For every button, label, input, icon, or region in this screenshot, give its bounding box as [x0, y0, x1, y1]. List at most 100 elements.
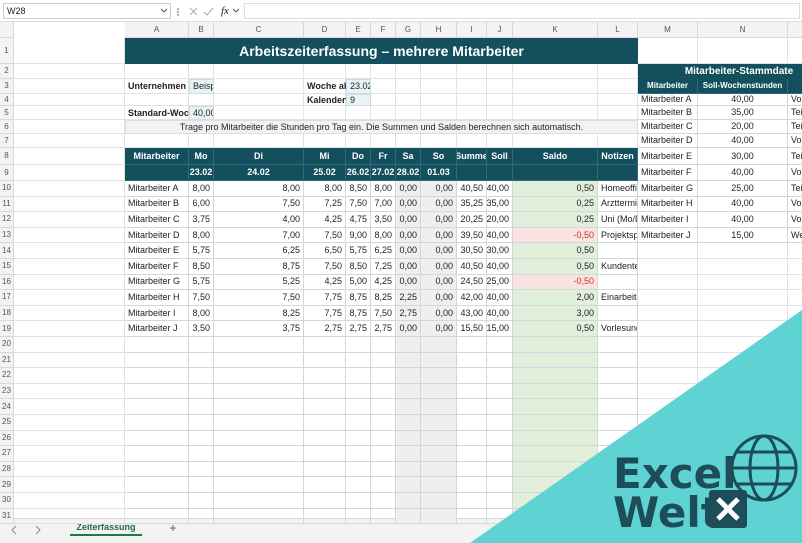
- name-box[interactable]: W28: [3, 3, 171, 19]
- row-header[interactable]: 22: [0, 368, 14, 384]
- table-header: Mi: [304, 148, 346, 165]
- row-header[interactable]: 4: [0, 94, 14, 106]
- row-header[interactable]: 14: [0, 243, 14, 259]
- row-header[interactable]: 26: [0, 430, 14, 447]
- hours: [304, 337, 346, 353]
- row-header[interactable]: 27: [0, 446, 14, 462]
- hours: 8,00: [371, 227, 396, 244]
- hours: 8,50: [346, 259, 371, 275]
- row-header[interactable]: 2: [0, 64, 14, 79]
- hours: [346, 368, 371, 384]
- column-header[interactable]: K: [513, 22, 598, 38]
- hours: [371, 493, 396, 509]
- master-cell: 40,00: [698, 165, 788, 181]
- column-header[interactable]: J: [487, 22, 513, 38]
- row-header[interactable]: 31: [0, 508, 14, 525]
- add-sheet[interactable]: +: [169, 521, 177, 535]
- hours: 8,75: [346, 305, 371, 322]
- row-header[interactable]: 11: [0, 196, 14, 213]
- master-header: Mitarbeiter: [638, 79, 698, 94]
- hours: 7,25: [304, 196, 346, 213]
- hours: [421, 493, 457, 509]
- hours: 8,50: [346, 181, 371, 197]
- cell: [598, 134, 638, 148]
- row-header[interactable]: 28: [0, 461, 14, 478]
- column-header[interactable]: L: [598, 22, 638, 38]
- column-header[interactable]: F: [371, 22, 396, 38]
- cell: [14, 212, 125, 228]
- cell: [189, 64, 214, 79]
- row-header[interactable]: 23: [0, 383, 14, 400]
- hours: [513, 446, 598, 462]
- note: Einarbeitung: [598, 290, 638, 306]
- column-header[interactable]: N: [698, 22, 788, 38]
- column-header[interactable]: D: [304, 22, 346, 38]
- column-header[interactable]: G: [396, 22, 421, 38]
- column-header[interactable]: M: [638, 22, 698, 38]
- hours: [513, 508, 598, 525]
- table-header: Di: [214, 148, 304, 165]
- formula-input[interactable]: [244, 3, 800, 19]
- row-header[interactable]: 9: [0, 165, 14, 181]
- hours: [457, 368, 487, 384]
- row-header[interactable]: 25: [0, 415, 14, 431]
- row-header[interactable]: 19: [0, 321, 14, 337]
- column-header[interactable]: B: [189, 22, 214, 38]
- cell: [698, 399, 788, 415]
- hours: [371, 415, 396, 431]
- sheet-tab[interactable]: Zeiterfassung: [70, 520, 142, 536]
- row-header[interactable]: 15: [0, 259, 14, 275]
- row-header[interactable]: 6: [0, 120, 14, 134]
- row-header[interactable]: 3: [0, 79, 14, 94]
- row-header[interactable]: 30: [0, 493, 14, 509]
- hours: 0,00: [421, 305, 457, 322]
- note: [598, 383, 638, 400]
- row-header[interactable]: 21: [0, 352, 14, 369]
- hours: [421, 430, 457, 447]
- cell: [14, 120, 125, 134]
- label: Unternehmen: [128, 81, 187, 91]
- hours: 0,00: [396, 321, 421, 337]
- employee-name: Mitarbeiter F: [125, 259, 189, 275]
- hours: 6,25: [214, 243, 304, 259]
- select-all[interactable]: [0, 22, 14, 38]
- hours: [396, 461, 421, 478]
- row-header[interactable]: 12: [0, 212, 14, 228]
- row-header[interactable]: 17: [0, 290, 14, 306]
- hours: [487, 352, 513, 369]
- column-header[interactable]: I: [457, 22, 487, 38]
- row-header[interactable]: 5: [0, 106, 14, 120]
- hours: [421, 352, 457, 369]
- cell: [14, 274, 125, 291]
- row-header[interactable]: 8: [0, 148, 14, 165]
- row-header[interactable]: 18: [0, 305, 14, 322]
- hours: [189, 399, 214, 415]
- cell: [371, 106, 396, 120]
- row-header[interactable]: 20: [0, 337, 14, 353]
- hours: [421, 368, 457, 384]
- hours: 8,00: [214, 181, 304, 197]
- tab-nav[interactable]: [10, 524, 50, 536]
- employee-name: [125, 337, 189, 353]
- row-header[interactable]: 16: [0, 274, 14, 291]
- hours: 5,75: [189, 274, 214, 291]
- cell: [457, 106, 487, 120]
- row-header[interactable]: 7: [0, 134, 14, 148]
- row-header[interactable]: 13: [0, 227, 14, 244]
- hours: 0,50: [513, 259, 598, 275]
- column-header[interactable]: A: [125, 22, 189, 38]
- note: [598, 508, 638, 525]
- column-header[interactable]: H: [421, 22, 457, 38]
- hours: 8,75: [346, 290, 371, 306]
- cell: [214, 134, 304, 148]
- cell: [698, 368, 788, 384]
- column-header[interactable]: E: [346, 22, 371, 38]
- column-header[interactable]: O: [788, 22, 802, 38]
- column-header[interactable]: C: [214, 22, 304, 38]
- row-header[interactable]: 1: [0, 38, 14, 64]
- row-header[interactable]: 29: [0, 477, 14, 493]
- row-header[interactable]: 10: [0, 181, 14, 197]
- row-header[interactable]: 24: [0, 399, 14, 415]
- cell: [214, 94, 304, 106]
- cell: [396, 106, 421, 120]
